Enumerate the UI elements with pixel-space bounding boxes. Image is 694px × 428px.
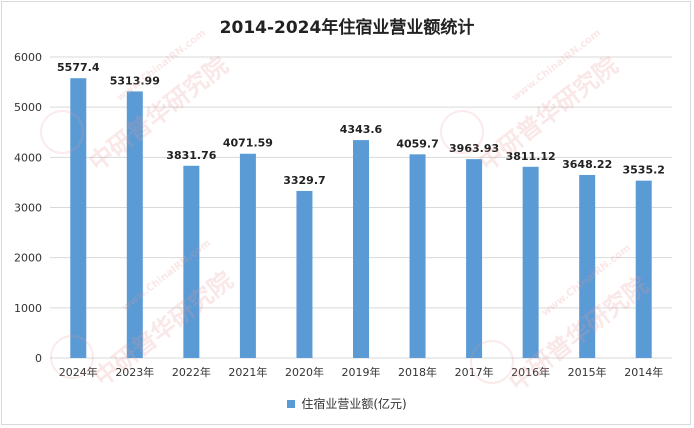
x-tick-label: 2014年	[624, 365, 663, 379]
x-tick-label: 2019年	[342, 365, 381, 379]
bar	[239, 153, 256, 358]
bar	[126, 91, 143, 359]
bar	[522, 166, 539, 358]
y-tick-label: 0	[35, 352, 42, 365]
bar	[409, 154, 426, 358]
legend-label: 住宿业营业额(亿元)	[301, 397, 407, 411]
data-label: 3963.93	[449, 142, 499, 155]
bar	[70, 78, 87, 358]
bar	[466, 159, 483, 358]
bar	[635, 180, 652, 358]
y-tick-label: 5000	[14, 101, 42, 114]
y-tick-label: 6000	[14, 51, 42, 64]
x-tick-label: 2024年	[59, 365, 98, 379]
bar	[579, 174, 596, 358]
x-tick-label: 2015年	[568, 365, 607, 379]
y-tick-label: 4000	[14, 151, 42, 164]
y-tick-label: 1000	[14, 302, 42, 315]
data-label: 4071.59	[223, 137, 273, 150]
data-label: 5313.99	[110, 74, 160, 87]
data-label: 5577.4	[57, 61, 100, 74]
data-label: 3831.76	[166, 149, 216, 162]
x-tick-label: 2020年	[285, 365, 324, 379]
chart-title: 2014-2024年住宿业营业额统计	[219, 18, 475, 38]
bar	[353, 140, 369, 358]
y-tick-label: 2000	[14, 252, 42, 265]
x-tick-label: 2022年	[172, 365, 211, 379]
x-tick-label: 2018年	[398, 365, 437, 379]
x-tick-label: 2017年	[455, 365, 494, 379]
x-tick-label: 2023年	[115, 365, 154, 379]
data-label: 4059.7	[396, 137, 438, 150]
legend: 住宿业营业额(亿元)	[0, 395, 694, 412]
data-label: 3811.12	[506, 150, 556, 163]
legend-swatch	[287, 399, 296, 408]
data-label: 3329.7	[283, 174, 325, 187]
data-label: 3535.2	[623, 164, 665, 177]
x-tick-label: 2016年	[511, 365, 550, 379]
y-tick-label: 3000	[14, 202, 42, 215]
bar	[296, 190, 313, 358]
bar	[183, 165, 200, 358]
data-label: 4343.6	[340, 123, 383, 136]
x-tick-label: 2021年	[228, 365, 267, 379]
data-label: 3648.22	[562, 158, 612, 171]
